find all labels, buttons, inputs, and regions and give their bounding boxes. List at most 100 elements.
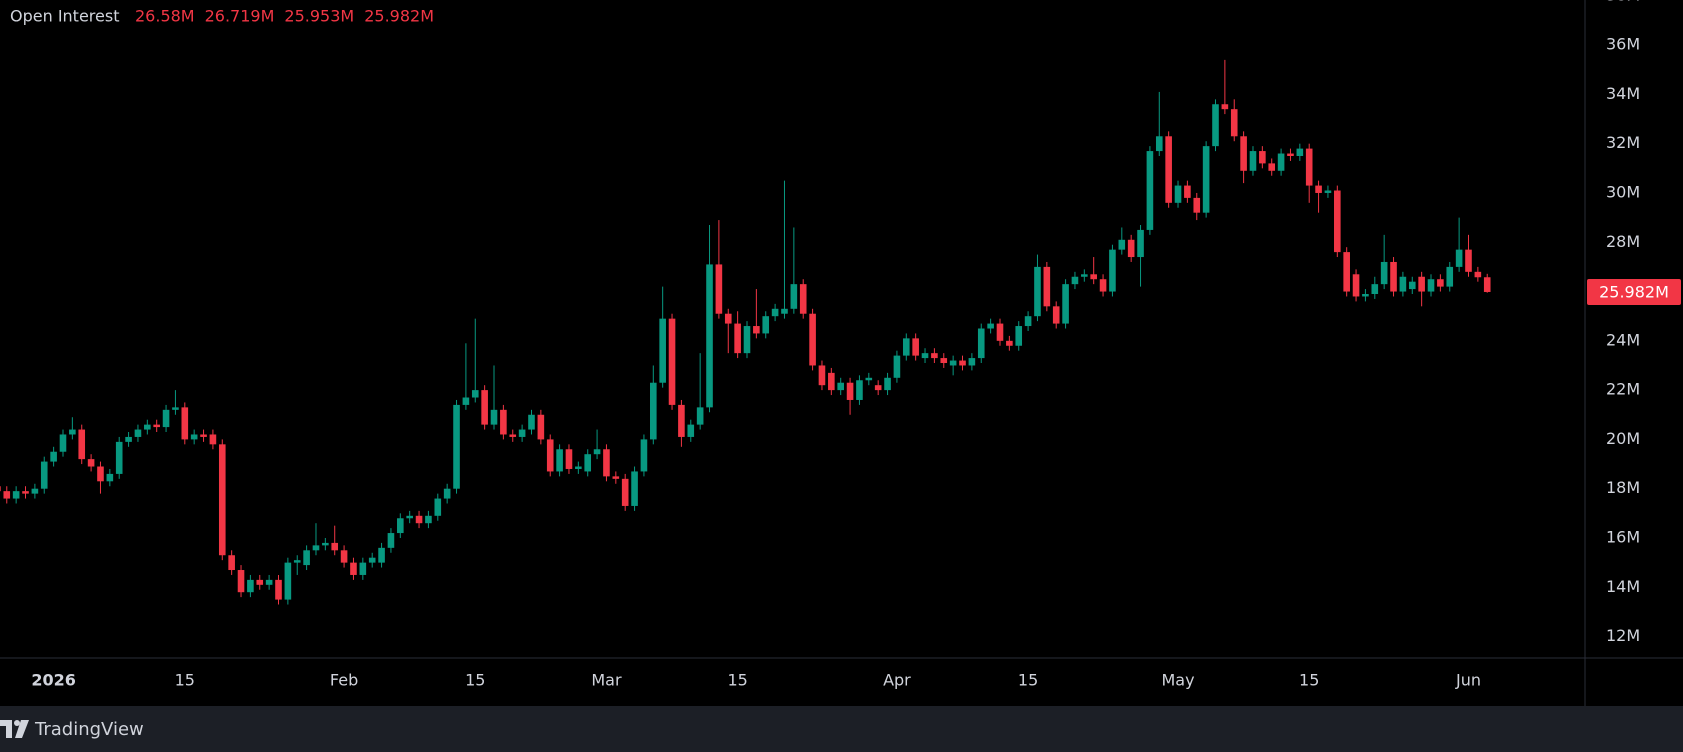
candle-body bbox=[31, 488, 39, 494]
candle-body bbox=[902, 338, 910, 356]
candle-body bbox=[1202, 146, 1210, 213]
candle-body bbox=[359, 562, 367, 575]
candle-body bbox=[1427, 279, 1435, 292]
candle-body bbox=[0, 486, 1, 492]
candle-body bbox=[818, 365, 826, 386]
candle-body bbox=[668, 318, 676, 405]
x-tick-label: 15 bbox=[175, 671, 195, 690]
candle-body bbox=[40, 461, 48, 489]
candle-body bbox=[162, 409, 170, 428]
candle-body bbox=[940, 358, 948, 364]
footer bbox=[0, 706, 1683, 752]
x-tick-label: 15 bbox=[727, 671, 747, 690]
candle-body bbox=[209, 434, 217, 445]
candle-body bbox=[331, 542, 339, 551]
candle-body bbox=[1071, 276, 1079, 285]
logo-dot bbox=[14, 720, 20, 726]
x-tick-label: 15 bbox=[465, 671, 485, 690]
candle-body bbox=[828, 372, 835, 391]
candle-body bbox=[556, 449, 563, 472]
candle-body bbox=[1193, 197, 1201, 213]
candle-body bbox=[115, 441, 123, 474]
y-tick-label: 36M bbox=[1606, 35, 1640, 54]
candle-body bbox=[1380, 261, 1388, 285]
candle-body bbox=[1296, 148, 1304, 156]
candle-body bbox=[640, 439, 648, 472]
candle-body bbox=[500, 409, 507, 435]
candle-body bbox=[1146, 151, 1154, 230]
candle-body bbox=[696, 407, 704, 425]
y-tick-label: 22M bbox=[1606, 380, 1640, 399]
candle-body bbox=[181, 407, 189, 440]
y-tick-label: 18M bbox=[1606, 478, 1640, 497]
candle-body bbox=[884, 377, 891, 391]
candle-body bbox=[1437, 279, 1444, 287]
candle-body bbox=[387, 533, 395, 548]
candle-body bbox=[528, 414, 535, 430]
candle-body bbox=[1418, 276, 1425, 292]
candle-body bbox=[144, 424, 151, 430]
y-tick-label: 28M bbox=[1606, 232, 1640, 251]
candle-body bbox=[134, 429, 142, 437]
candle-body bbox=[97, 466, 104, 482]
candle-body bbox=[1024, 316, 1032, 327]
candle-body bbox=[1155, 136, 1163, 152]
candle-body bbox=[518, 429, 526, 437]
candle-body bbox=[397, 518, 404, 534]
candle-body bbox=[631, 471, 638, 506]
candle-body bbox=[312, 545, 320, 551]
candle-body bbox=[1221, 104, 1229, 110]
candle-body bbox=[856, 380, 863, 400]
candle-body bbox=[78, 429, 86, 460]
candle-body bbox=[22, 491, 29, 494]
ohlc-legend: 26.58M 26.719M 25.953M 25.982M bbox=[135, 7, 434, 26]
axes: 12M14M16M18M20M22M24M26M28M30M32M34M36M3… bbox=[31, 0, 1681, 690]
candle-body bbox=[462, 397, 470, 405]
candle-body bbox=[1334, 190, 1341, 253]
ohlc-value: 25.953M bbox=[284, 7, 354, 26]
candle-body bbox=[218, 444, 226, 556]
candle-body bbox=[537, 414, 545, 440]
x-tick-label: 2026 bbox=[31, 671, 76, 690]
candle-body bbox=[1006, 340, 1013, 346]
candle-body bbox=[190, 434, 198, 440]
candle-body bbox=[293, 560, 301, 563]
candle-body bbox=[1446, 266, 1454, 287]
candle-body bbox=[275, 579, 282, 600]
candle-body bbox=[968, 358, 976, 366]
last-value-label: 25.982M bbox=[1599, 282, 1669, 301]
candle-body bbox=[1127, 239, 1135, 258]
candle-body bbox=[865, 377, 873, 381]
candle-body bbox=[687, 424, 695, 437]
candle-body bbox=[874, 385, 882, 391]
candle-body bbox=[1184, 185, 1191, 198]
candle-body bbox=[959, 360, 966, 366]
candle-body bbox=[893, 355, 901, 378]
candle-body bbox=[1212, 104, 1219, 147]
candle-body bbox=[1240, 136, 1247, 171]
candle-body bbox=[1090, 274, 1097, 280]
candle-body bbox=[1062, 284, 1069, 324]
candle-body bbox=[471, 390, 479, 398]
ohlc-value: 25.982M bbox=[364, 7, 434, 26]
candle-body bbox=[1371, 284, 1379, 295]
candle-body bbox=[59, 434, 67, 452]
candle-body bbox=[1408, 281, 1416, 290]
candle-body bbox=[378, 547, 385, 563]
candle-body bbox=[284, 562, 292, 600]
last-value-tag bbox=[1587, 278, 1681, 305]
candle-body bbox=[350, 562, 357, 575]
candle-body bbox=[603, 449, 610, 477]
candle-body bbox=[781, 308, 788, 314]
y-tick-label: 30M bbox=[1606, 182, 1640, 201]
candle-body bbox=[303, 550, 310, 566]
candle-body bbox=[256, 579, 264, 585]
candle-body bbox=[799, 284, 807, 314]
candle-body bbox=[12, 491, 20, 499]
brand-name: TradingView bbox=[34, 719, 144, 740]
candle-body bbox=[1277, 153, 1285, 171]
x-tick-label: Apr bbox=[883, 671, 911, 690]
candle-body bbox=[659, 318, 666, 383]
candle-body bbox=[1174, 185, 1182, 203]
